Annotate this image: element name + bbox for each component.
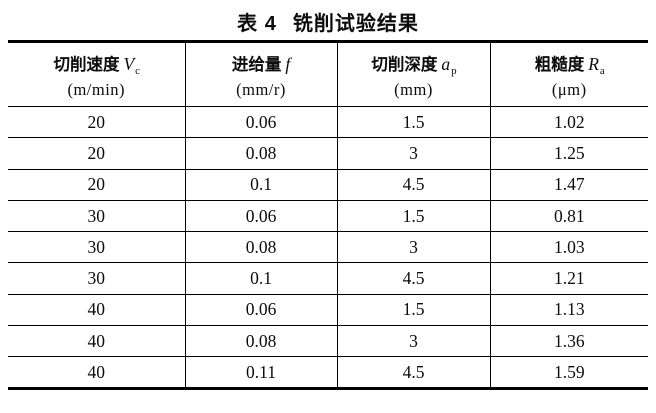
cell-cutting-speed: 40 (8, 325, 186, 358)
table-row: 20 0.1 4.5 1.47 (8, 168, 648, 201)
cell-cutting-depth: 1.5 (336, 293, 491, 327)
cell-roughness: 1.03 (489, 231, 648, 264)
cell-cutting-depth: 4.5 (336, 356, 491, 389)
cell-cutting-depth: 3 (336, 137, 491, 170)
cell-feed-rate: 0.1 (184, 168, 338, 201)
column-symbol: Ra (588, 54, 605, 78)
table-caption-text: 铣削试验结果 (292, 13, 419, 35)
cell-roughness: 1.21 (489, 262, 648, 295)
column-unit: (m/min) (67, 79, 126, 99)
cell-cutting-speed: 20 (8, 137, 186, 170)
cell-cutting-depth: 1.5 (336, 105, 491, 139)
cell-feed-rate: 0.06 (184, 293, 338, 327)
column-name: 进给量 (231, 56, 282, 75)
cell-roughness: 1.13 (489, 293, 648, 327)
cell-roughness: 1.25 (489, 137, 648, 170)
column-name: 切削深度 (371, 56, 438, 75)
cell-feed-rate: 0.08 (184, 325, 338, 358)
header-row: 切削速度 Vc (m/min) 进给量 f (mm/r) 切削深度 ap (mm… (8, 41, 648, 107)
milling-results-table: 切削速度 Vc (m/min) 进给量 f (mm/r) 切削深度 ap (mm… (8, 40, 648, 390)
cell-roughness: 1.02 (489, 105, 648, 139)
column-header-feed-rate: 进给量 f (mm/r) (184, 41, 338, 107)
cell-cutting-speed: 20 (8, 105, 186, 139)
table-row: 40 0.11 4.5 1.59 (8, 356, 648, 389)
table-row: 40 0.06 1.5 1.13 (8, 293, 648, 327)
column-unit: (mm/r) (236, 79, 286, 99)
column-unit: (mm) (394, 79, 433, 99)
cell-feed-rate: 0.06 (184, 105, 338, 139)
cell-cutting-speed: 40 (8, 293, 186, 327)
table-row: 40 0.08 3 1.36 (8, 325, 648, 358)
table-header: 切削速度 Vc (m/min) 进给量 f (mm/r) 切削深度 ap (mm… (8, 41, 648, 107)
column-symbol: ap (441, 54, 457, 78)
cell-feed-rate: 0.11 (184, 356, 338, 389)
table-row: 20 0.06 1.5 1.02 (8, 105, 648, 139)
cell-roughness: 1.59 (489, 356, 648, 389)
cell-feed-rate: 0.08 (184, 231, 338, 264)
cell-roughness: 1.47 (489, 168, 648, 201)
cell-cutting-speed: 30 (8, 262, 186, 295)
column-header-roughness: 粗糙度 Ra (μm) (489, 41, 648, 107)
table-caption: 表 4 铣削试验结果 (0, 7, 656, 36)
table-row: 30 0.06 1.5 0.81 (8, 199, 648, 233)
table-row: 30 0.08 3 1.03 (8, 231, 648, 264)
cell-cutting-speed: 40 (8, 356, 186, 389)
column-name: 粗糙度 (534, 56, 585, 75)
cell-feed-rate: 0.08 (184, 137, 338, 170)
table-caption-number: 表 4 (237, 13, 277, 35)
column-header-cutting-depth: 切削深度 ap (mm) (336, 41, 491, 107)
cell-roughness: 0.81 (489, 199, 648, 233)
column-header-cutting-speed: 切削速度 Vc (m/min) (8, 41, 186, 107)
cell-roughness: 1.36 (489, 325, 648, 358)
cell-feed-rate: 0.1 (184, 262, 338, 295)
cell-cutting-depth: 1.5 (336, 199, 491, 233)
table-row: 30 0.1 4.5 1.21 (8, 262, 648, 295)
cell-cutting-speed: 30 (8, 199, 186, 233)
table-row: 20 0.08 3 1.25 (8, 137, 648, 170)
column-symbol: Vc (123, 54, 141, 78)
cell-feed-rate: 0.06 (184, 199, 338, 233)
cell-cutting-depth: 3 (336, 325, 491, 358)
cell-cutting-speed: 20 (8, 168, 186, 201)
cell-cutting-depth: 3 (336, 231, 491, 264)
table-body: 20 0.06 1.5 1.02 20 0.08 3 1.25 20 0.1 4… (8, 105, 648, 389)
cell-cutting-depth: 4.5 (336, 262, 491, 295)
cell-cutting-speed: 30 (8, 231, 186, 264)
cell-cutting-depth: 4.5 (336, 168, 491, 201)
column-unit: (μm) (551, 79, 587, 99)
column-name: 切削速度 (53, 56, 120, 75)
column-symbol: f (285, 54, 291, 75)
